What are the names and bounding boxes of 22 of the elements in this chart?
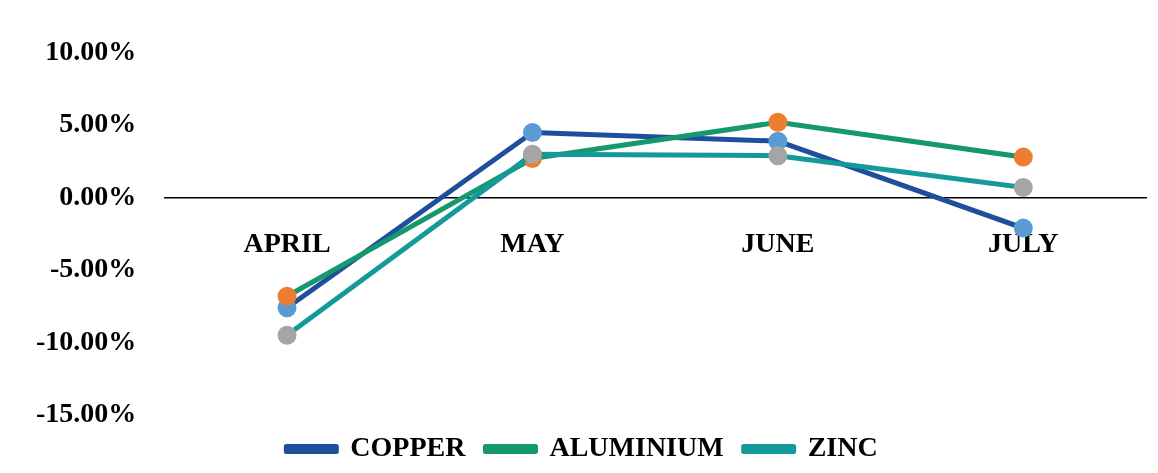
- y-tick-label: -15.00%: [36, 397, 137, 429]
- point: [768, 131, 788, 151]
- y-tick-label: -10.00%: [36, 324, 137, 356]
- point: [768, 112, 788, 132]
- x-tick-label: APRIL: [243, 226, 331, 258]
- point: [1013, 147, 1033, 167]
- x-tick-label: JUNE: [741, 226, 815, 258]
- y-tick-label: 5.00%: [59, 107, 137, 139]
- legend-label: COPPER: [350, 431, 467, 463]
- point: [522, 122, 542, 142]
- point: [277, 286, 297, 306]
- point: [1013, 178, 1033, 198]
- y-tick-label: 10.00%: [45, 35, 137, 67]
- legend-label: ALUMINIUM: [549, 431, 724, 463]
- y-tick-label: -5.00%: [50, 252, 137, 284]
- x-tick-label: MAY: [500, 226, 565, 258]
- point: [277, 325, 297, 345]
- point: [522, 144, 542, 164]
- y-tick-label: 0.00%: [59, 179, 137, 211]
- legend-label: ZINC: [807, 431, 878, 463]
- point: [768, 146, 788, 166]
- x-tick-label: JULY: [988, 226, 1059, 258]
